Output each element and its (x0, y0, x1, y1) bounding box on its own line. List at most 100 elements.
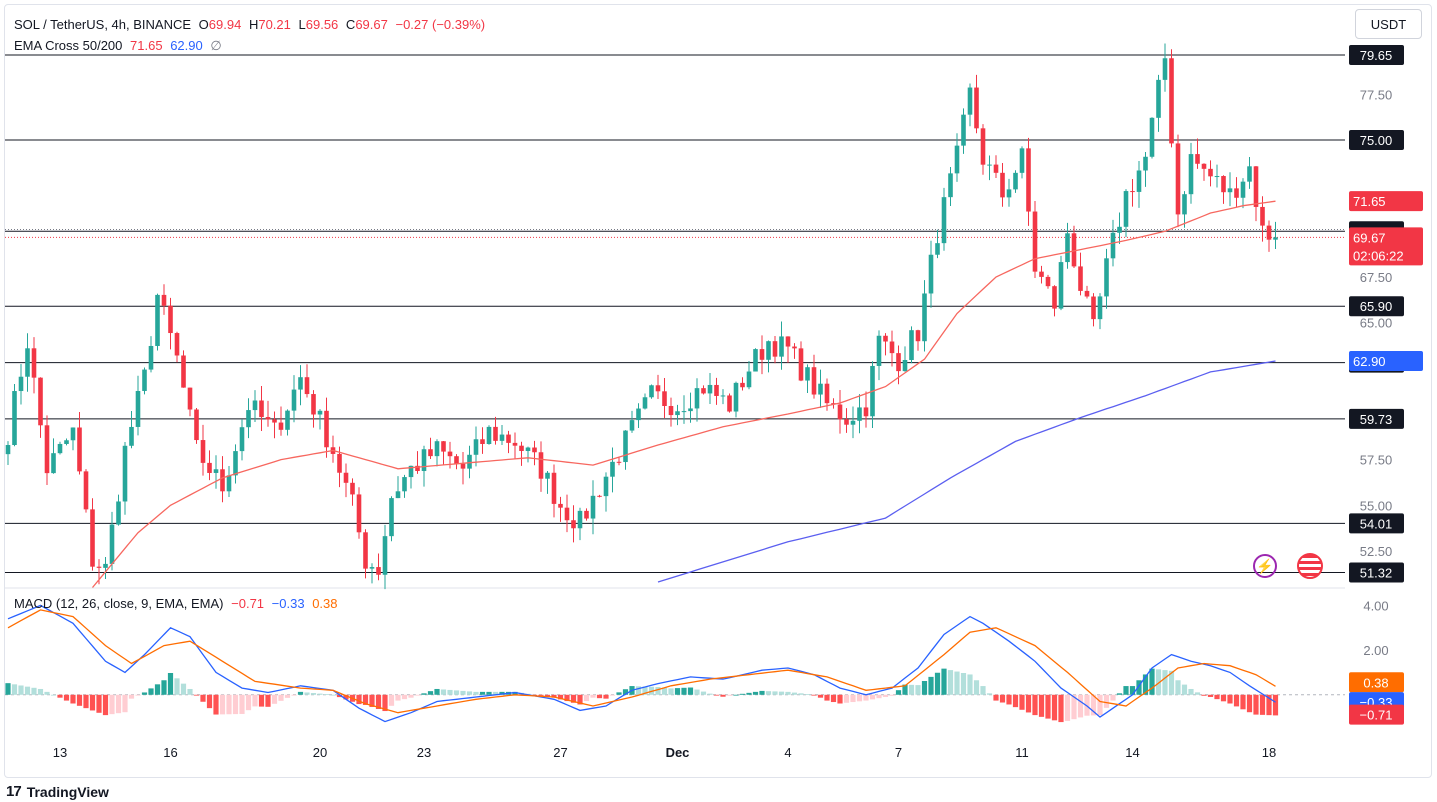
candle-body (44, 425, 50, 474)
macd-histogram-bar (102, 694, 109, 716)
macd-histogram-bar (544, 694, 551, 697)
candle-body (395, 491, 401, 499)
candle-body (376, 567, 381, 575)
x-axis-label: 23 (417, 745, 431, 760)
macd-histogram-bar (772, 691, 778, 695)
currency-button[interactable]: USDT (1355, 9, 1422, 39)
macd-histogram-bar (1227, 694, 1233, 704)
candle-body (96, 566, 102, 568)
macd-histogram-bar (50, 694, 57, 696)
macd-histogram-bar (1129, 686, 1136, 695)
macd-histogram-bar (1051, 694, 1058, 721)
macd-histogram-bar (362, 694, 369, 705)
macd-hist-value: −0.71 (231, 596, 265, 611)
macd-histogram-bar (863, 694, 869, 701)
macd-histogram-bar (824, 694, 830, 701)
candle-body (668, 406, 674, 416)
symbol-header: SOL / TetherUS, 4h, BINANCE O69.94 H70.2… (14, 17, 489, 32)
macd-histogram-bar (154, 684, 161, 695)
candle-body (1071, 233, 1077, 267)
candle-body (317, 410, 323, 415)
candle-body (818, 383, 823, 395)
ema50-line (92, 200, 1276, 588)
macd-histogram-bar (889, 694, 895, 696)
candle-body (1104, 258, 1109, 297)
candle-body (779, 336, 784, 357)
x-axis-label: 13 (53, 745, 67, 760)
macd-histogram-bar (245, 694, 252, 711)
symbol-title[interactable]: SOL / TetherUS, 4h, BINANCE (14, 17, 192, 32)
macd-histogram-bar (999, 694, 1006, 703)
macd-histogram-bar (915, 685, 921, 695)
candle-body (64, 440, 69, 444)
macd-histogram-bar (271, 694, 278, 704)
candle-body (525, 447, 531, 451)
ohlc-close: C69.67 (345, 17, 388, 32)
macd-histogram-bar (1168, 670, 1175, 695)
macd-histogram-bar (109, 694, 115, 715)
candle-body (597, 495, 602, 497)
candle-body (922, 293, 927, 342)
candle-body (1058, 262, 1064, 309)
macd-histogram-bar (817, 694, 824, 698)
candle-body (584, 510, 589, 519)
macd-histogram-bar (336, 694, 343, 698)
macd-histogram-bar (96, 694, 102, 713)
x-axis-label: 4 (784, 745, 791, 760)
x-axis-label: 7 (895, 745, 902, 760)
macd-histogram-bar (5, 683, 11, 695)
macd-label[interactable]: MACD (12, 26, close, 9, EMA, EMA) (14, 596, 224, 611)
candle-body (980, 128, 986, 165)
candle-body (51, 453, 56, 474)
lightning-icon[interactable]: ⚡ (1253, 554, 1277, 578)
macd-histogram-bar (837, 694, 843, 704)
candle-body (1149, 117, 1155, 157)
candle-body (863, 407, 869, 417)
macd-histogram-bar (1110, 694, 1116, 701)
macd-signal-line (7, 609, 1276, 714)
footer-brand-label: TradingView (26, 783, 109, 800)
macd-histogram-bar (492, 691, 499, 695)
candle-body (460, 463, 466, 469)
macd-histogram-bar (1175, 680, 1181, 695)
candle-body (25, 348, 30, 377)
macd-histogram-bar (460, 690, 466, 695)
level-label-box (1349, 129, 1404, 150)
candle-body (1214, 176, 1220, 178)
x-axis-label: 16 (163, 745, 177, 760)
ema-label[interactable]: EMA Cross 50/200 (14, 38, 123, 53)
macd-histogram-bar (148, 688, 154, 695)
candle-body (675, 411, 680, 416)
footer-brand[interactable]: 17 TradingView (6, 783, 109, 800)
macd-tick-label: 4.00 (1363, 598, 1388, 613)
x-axis-label: 18 (1262, 745, 1276, 760)
macd-histogram-bar (427, 691, 434, 695)
price-tick-label: 57.50 (1360, 453, 1393, 468)
ohlc-high: H70.21 (248, 17, 291, 32)
macd-histogram-bar (1006, 694, 1012, 705)
candle-body (31, 348, 37, 378)
candle-body (883, 335, 888, 342)
macd-histogram-bar (765, 691, 772, 695)
macd-histogram-bar (1240, 694, 1246, 710)
macd-histogram-bar (752, 691, 759, 695)
candle-body (486, 426, 492, 444)
macd-histogram-bar (1103, 694, 1110, 708)
candle-body (688, 408, 693, 412)
macd-histogram-bar (577, 694, 583, 705)
macd-histogram-bar (895, 690, 902, 695)
candle-body (272, 419, 277, 423)
macd-histogram-bar (1194, 692, 1201, 695)
macd-histogram-bar (973, 680, 980, 695)
candle-body (428, 449, 433, 457)
macd-histogram-bar (986, 693, 993, 695)
candle-body (1026, 148, 1031, 212)
candle-body (77, 427, 82, 472)
candle-body (1123, 191, 1129, 227)
us-flag-icon[interactable] (1297, 553, 1323, 579)
macd-histogram-bar (811, 694, 817, 696)
candle-body (1266, 225, 1272, 240)
candle-body (785, 336, 791, 347)
candle-body (389, 498, 394, 537)
